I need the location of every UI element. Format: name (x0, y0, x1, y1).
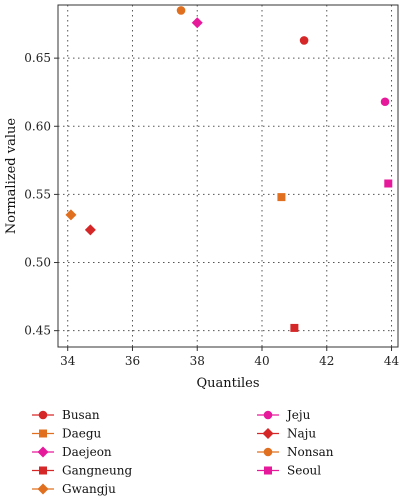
tick-labels: 34 36 38 40 42 44 0.45 0.50 0.55 0.60 0.65 (24, 51, 399, 368)
legend-label: Busan (62, 408, 100, 422)
y-tick-label: 0.50 (24, 256, 51, 270)
legend-marker (263, 410, 273, 420)
data-point-nonsan (176, 6, 186, 15)
legend-item-gwangju: Gwangju (32, 482, 116, 496)
legend-marker (37, 446, 49, 458)
legend-label: Jeju (285, 408, 311, 422)
legend-item-naju: Naju (257, 427, 316, 441)
x-tick-label: 34 (60, 354, 76, 368)
x-tick-label: 38 (190, 354, 205, 368)
legend-marker (39, 429, 47, 438)
data-point-busan (299, 36, 309, 45)
data-points (65, 6, 393, 332)
legend-item-daegu: Daegu (32, 427, 102, 441)
x-axis-title: Quantiles (196, 376, 259, 391)
y-tick-label: 0.45 (24, 324, 51, 338)
legend: Busan Daegu Daejeon Gangneung Gwangju Jeju Naj… (32, 408, 334, 496)
legend-label: Nonsan (287, 445, 334, 459)
data-point-daegu (277, 193, 286, 202)
legend-item-gangneung: Gangneung (32, 464, 132, 478)
y-axis-title: Normalized value (4, 118, 19, 234)
legend-label: Daegu (62, 427, 102, 441)
grid-layer (58, 5, 398, 347)
legend-item-daejeon: Daejeon (32, 445, 112, 459)
data-point-daejeon (191, 17, 203, 29)
data-point-seoul (384, 179, 393, 188)
data-point-gangneung (290, 323, 299, 332)
legend-marker (39, 466, 47, 475)
legend-label: Seoul (287, 464, 321, 478)
x-tick-label: 36 (125, 354, 140, 368)
y-tick-label: 0.60 (24, 119, 51, 133)
data-point-naju (84, 224, 96, 236)
legend-marker (263, 447, 273, 457)
data-point-gwangju (65, 209, 77, 221)
legend-label: Naju (287, 427, 316, 441)
legend-marker (38, 410, 48, 420)
x-tick-label: 44 (384, 354, 400, 368)
legend-label: Gwangju (62, 482, 116, 496)
legend-marker (262, 428, 274, 439)
y-tick-label: 0.55 (24, 187, 51, 201)
legend-label: Gangneung (62, 464, 132, 478)
legend-item-jeju: Jeju (257, 408, 311, 422)
legend-item-seoul: Seoul (257, 464, 321, 478)
legend-label: Daejeon (62, 445, 112, 459)
legend-marker (37, 483, 49, 495)
x-tick-label: 42 (319, 354, 334, 368)
data-point-jeju (380, 97, 390, 107)
legend-item-busan: Busan (32, 408, 100, 422)
y-tick-label: 0.65 (24, 51, 51, 65)
legend-item-nonsan: Nonsan (257, 445, 334, 459)
x-tick-label: 40 (254, 354, 269, 368)
legend-marker (264, 466, 272, 475)
plot-frame (57, 4, 399, 348)
